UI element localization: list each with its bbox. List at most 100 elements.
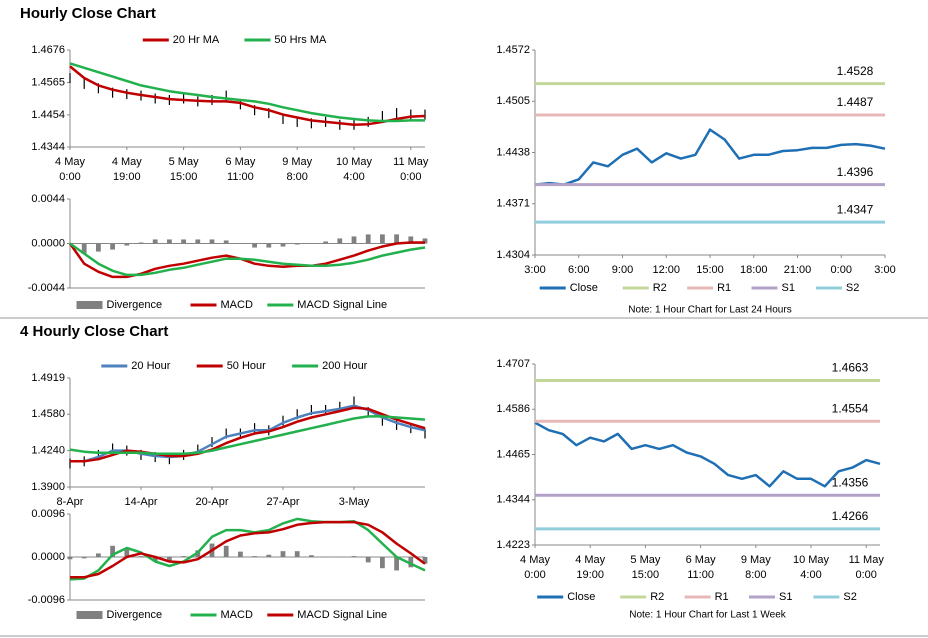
y-tick-label: 0.0096	[31, 508, 65, 520]
x-tick-label: 3:00	[524, 264, 545, 276]
x-tick-label: 14-Apr	[124, 496, 157, 508]
section-title: 4 Hourly Close Chart	[20, 323, 168, 340]
series-line	[70, 406, 426, 463]
legend-label: 50 Hour	[227, 360, 266, 372]
divergence-bar	[181, 556, 186, 557]
divergence-bar	[365, 557, 371, 563]
x-tick-label: 18:00	[740, 264, 768, 276]
divergence-bar	[238, 243, 243, 244]
y-tick-label: 1.4707	[496, 358, 530, 370]
x-tick-label: 19:00	[576, 569, 604, 581]
x-tick-label: 3:00	[874, 264, 895, 276]
y-tick-label: 1.4454	[31, 109, 65, 121]
divergence-bar	[124, 243, 130, 246]
series-line	[69, 242, 426, 277]
divergence-bar	[195, 239, 201, 244]
x-tick-label: 4 May	[55, 156, 85, 168]
x-tick-label: 20-Apr	[195, 496, 228, 508]
divergence-bar	[380, 234, 385, 244]
x-tick-label: 4 May	[575, 554, 605, 566]
divergence-bar	[394, 557, 399, 571]
x-tick-label: 21:00	[784, 264, 812, 276]
x-tick-label: 8-Apr	[57, 496, 84, 508]
x-tick-label: 5 May	[169, 156, 199, 168]
legend-label: 50 Hrs MA	[274, 34, 327, 46]
legend-label: R2	[650, 591, 664, 603]
divergence-bar	[294, 551, 300, 557]
divergence-bar	[323, 557, 328, 558]
x-tick-label: 19:00	[113, 171, 141, 183]
divergence-bar	[81, 243, 87, 254]
divergence-bar	[337, 557, 343, 558]
x-tick-label: 0:00	[400, 171, 421, 183]
x-tick-label: 4:00	[800, 569, 821, 581]
x-tick-label: 10 May	[793, 554, 830, 566]
y-tick-label: -0.0044	[28, 282, 65, 294]
series-line	[70, 520, 426, 579]
divergence-bar	[309, 243, 314, 244]
series-line	[69, 65, 426, 127]
divergence-bar	[380, 557, 385, 569]
legend-label: MACD	[221, 609, 253, 621]
divergence-bar	[266, 554, 272, 557]
x-tick-label: 6 May	[225, 156, 255, 168]
divergence-bar	[252, 556, 257, 557]
divergence-bar	[266, 243, 272, 248]
divergence-bar	[152, 239, 158, 244]
legend-label: 20 Hour	[131, 360, 170, 372]
x-tick-label: 8:00	[745, 569, 766, 581]
divergence-bar	[110, 243, 115, 250]
x-tick-label: 11:00	[227, 171, 254, 183]
x-tick-label: 0:00	[524, 569, 545, 581]
legend-label: R2	[653, 282, 667, 294]
series-line	[68, 241, 425, 279]
x-tick-label: 11 May	[393, 156, 429, 168]
x-tick-label: 6:00	[568, 264, 589, 276]
legend-swatch	[76, 301, 103, 309]
divergence-bar	[223, 240, 229, 244]
x-tick-label: 3-May	[339, 496, 370, 508]
divergence-bar	[96, 553, 101, 557]
divergence-bar	[408, 236, 414, 244]
legend-label: S1	[779, 591, 792, 603]
divergence-bar	[422, 557, 428, 564]
y-tick-label: 1.4344	[31, 141, 65, 153]
x-tick-label: 9:00	[612, 264, 633, 276]
y-tick-label: 1.4580	[31, 408, 65, 420]
series-line	[534, 128, 886, 186]
series-line	[69, 517, 426, 581]
divergence-bar	[408, 557, 414, 568]
section-title: Hourly Close Chart	[20, 5, 156, 22]
pivot-label: 1.4266	[832, 509, 869, 523]
divergence-bar	[422, 238, 428, 244]
legend-label: S2	[843, 591, 856, 603]
chart-note: Note: 1 Hour Chart for Last 1 Week	[629, 610, 787, 621]
pivot-label: 1.4487	[837, 95, 874, 109]
divergence-bar	[394, 234, 399, 244]
y-tick-label: 1.4465	[496, 448, 530, 460]
divergence-bar	[337, 238, 343, 244]
x-tick-label: 4:00	[343, 171, 364, 183]
x-tick-label: 15:00	[632, 569, 660, 581]
divergence-bar	[280, 551, 286, 557]
divergence-bar	[110, 545, 115, 557]
x-tick-label: 6 May	[686, 554, 716, 566]
y-tick-label: 1.4505	[496, 95, 530, 107]
y-tick-label: 1.4304	[496, 249, 530, 261]
divergence-bar	[351, 236, 357, 244]
pivot-label: 1.4663	[832, 361, 869, 375]
divergence-bar	[138, 242, 144, 244]
legend-label: Divergence	[107, 609, 163, 621]
pivot-label: 1.4528	[837, 64, 874, 78]
y-tick-label: 1.4223	[496, 539, 530, 551]
y-tick-label: 0.0044	[31, 193, 65, 205]
chart-note: Note: 1 Hour Chart for Last 24 Hours	[628, 305, 791, 316]
divergence-bar	[223, 545, 229, 557]
legend-label: MACD Signal Line	[297, 299, 387, 311]
divergence-bar	[67, 557, 73, 560]
legend-label: Close	[567, 591, 595, 603]
x-tick-label: 4 May	[112, 156, 142, 168]
pivot-label: 1.4396	[837, 165, 874, 179]
y-tick-label: -0.0096	[28, 594, 65, 606]
